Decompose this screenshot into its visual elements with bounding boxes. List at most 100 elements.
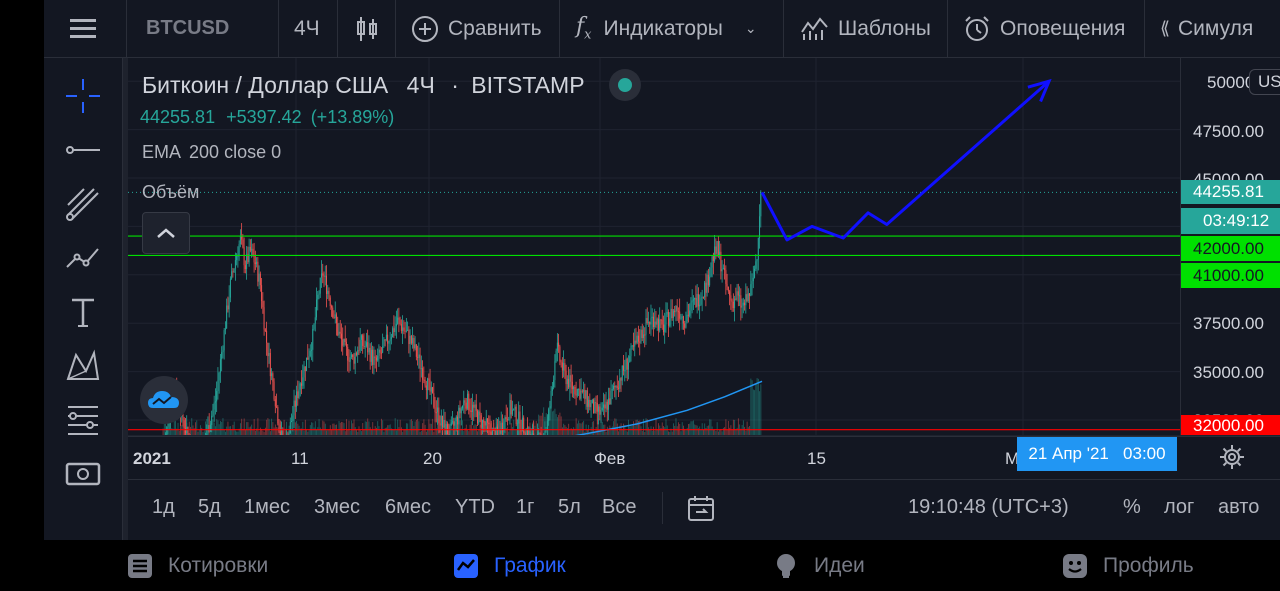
volume-bar [225, 431, 226, 435]
candle-body [344, 338, 346, 342]
volume-bar [292, 430, 294, 435]
range-ytd[interactable]: YTD [455, 496, 495, 518]
candle-body [656, 318, 658, 325]
tradingview-logo[interactable] [140, 376, 188, 424]
volume-bar [745, 430, 747, 435]
candle-body [560, 361, 562, 363]
menu-icon[interactable] [60, 0, 106, 57]
volume-bar [263, 431, 265, 435]
volume-bar [740, 428, 742, 435]
volume-bar [398, 427, 400, 435]
volume-bar [705, 427, 707, 435]
volume-bar [293, 428, 295, 435]
candle-body [666, 311, 668, 315]
chart-type-button[interactable] [352, 0, 382, 57]
candle-body [490, 431, 492, 435]
volume-bar [749, 425, 751, 435]
candle-body [233, 268, 235, 273]
volume-bar [559, 412, 561, 435]
replay-button[interactable]: ⟪ Симуля [1160, 0, 1253, 57]
candle-body [377, 355, 379, 361]
candle-body [452, 421, 454, 423]
pattern-tool[interactable] [61, 236, 105, 280]
range-5d[interactable]: 5д [198, 496, 221, 518]
crosshair-tool[interactable] [61, 74, 105, 118]
volume-bar [538, 414, 540, 435]
candle-body [278, 423, 280, 432]
candle-body [212, 409, 214, 416]
price-range-tool[interactable] [61, 452, 105, 496]
volume-bar [558, 414, 560, 435]
candle-body [322, 273, 324, 276]
candle-body [742, 302, 744, 306]
range-6m[interactable]: 6мес [385, 496, 431, 518]
indicators-button[interactable]: fx Индикаторы ⌄ [576, 0, 757, 57]
indicators-label: Индикаторы [603, 16, 723, 40]
candle-body [667, 311, 669, 326]
nav-ideas[interactable]: Идеи [772, 540, 865, 591]
legend-last-price: 44255.81 [140, 107, 216, 127]
candle-body [187, 426, 189, 435]
forecast-tool[interactable] [61, 398, 105, 442]
range-all[interactable]: Все [602, 496, 637, 518]
alerts-button[interactable]: Оповещения [962, 0, 1125, 57]
candle-body [274, 399, 276, 407]
go-to-date-button[interactable] [686, 494, 716, 524]
range-1y[interactable]: 1г [516, 496, 535, 518]
candle-body [385, 334, 387, 341]
volume-bar [736, 427, 738, 435]
auto-scale-button[interactable]: авто [1218, 496, 1260, 518]
volume-legend[interactable]: Объём [142, 182, 200, 202]
templates-button[interactable]: Шаблоны [800, 0, 931, 57]
range-5y[interactable]: 5л [558, 496, 581, 518]
collapse-legend-button[interactable] [142, 212, 190, 254]
candle-body [521, 417, 523, 432]
candle-body [219, 359, 221, 373]
volume-bar [221, 421, 223, 435]
percent-scale-button[interactable]: % [1123, 496, 1141, 518]
market-status-icon[interactable] [608, 69, 641, 101]
volume-bar [711, 426, 713, 435]
candle-body [390, 337, 392, 340]
volume-bar [425, 431, 427, 435]
price-axis[interactable]: 50000.00 USD 47500.00 45000.00 37500.00 … [1180, 58, 1280, 435]
candle-body [408, 329, 410, 345]
chart-settings-button[interactable] [1218, 443, 1246, 471]
ema-legend[interactable]: EMA 200 close 0 [142, 142, 281, 163]
nav-quotes[interactable]: Котировки [126, 540, 268, 591]
currency-button[interactable]: USD [1249, 69, 1280, 95]
volume-bar [729, 427, 731, 435]
candle-body [365, 342, 367, 347]
volume-bar [570, 428, 572, 435]
range-3m[interactable]: 3мес [314, 496, 360, 518]
price-chart[interactable] [128, 58, 1180, 435]
range-1d[interactable]: 1д [152, 496, 175, 518]
volume-bar [220, 421, 221, 435]
volume-bar [222, 418, 224, 435]
time-axis[interactable]: 2021 11 20 Фев 15 М 21 Апр '21 03:00 [128, 436, 1280, 479]
volume-bar [659, 425, 661, 435]
nav-chart[interactable]: График [452, 540, 566, 591]
volume-bar [555, 414, 557, 435]
xabcd-pattern-tool[interactable] [61, 344, 105, 388]
candle-body [473, 404, 475, 408]
candle-body [503, 429, 505, 432]
compare-button[interactable]: Сравнить [410, 0, 542, 57]
range-1m[interactable]: 1мес [244, 496, 290, 518]
candle-body [657, 318, 659, 331]
volume-bar [188, 421, 190, 435]
pitchfork-tool[interactable] [61, 182, 105, 226]
symbol-search-button[interactable]: BTCUSD [146, 17, 230, 39]
volume-bar [432, 418, 434, 435]
volume-bar [231, 429, 233, 435]
clock-timezone[interactable]: 19:10:48 (UTC+3) [908, 496, 1069, 518]
chart-pane[interactable]: Биткоин / Доллар США 4Ч · BITSTAMP 44255… [128, 58, 1180, 435]
interval-button[interactable]: 4Ч [294, 16, 320, 40]
candle-body [422, 368, 424, 380]
nav-profile[interactable]: Профиль [1061, 540, 1194, 591]
volume-bar [535, 420, 537, 435]
log-scale-button[interactable]: лог [1164, 496, 1195, 518]
candle-body [229, 278, 231, 298]
text-tool[interactable] [61, 290, 105, 334]
horizontal-ray-tool[interactable] [61, 128, 105, 172]
